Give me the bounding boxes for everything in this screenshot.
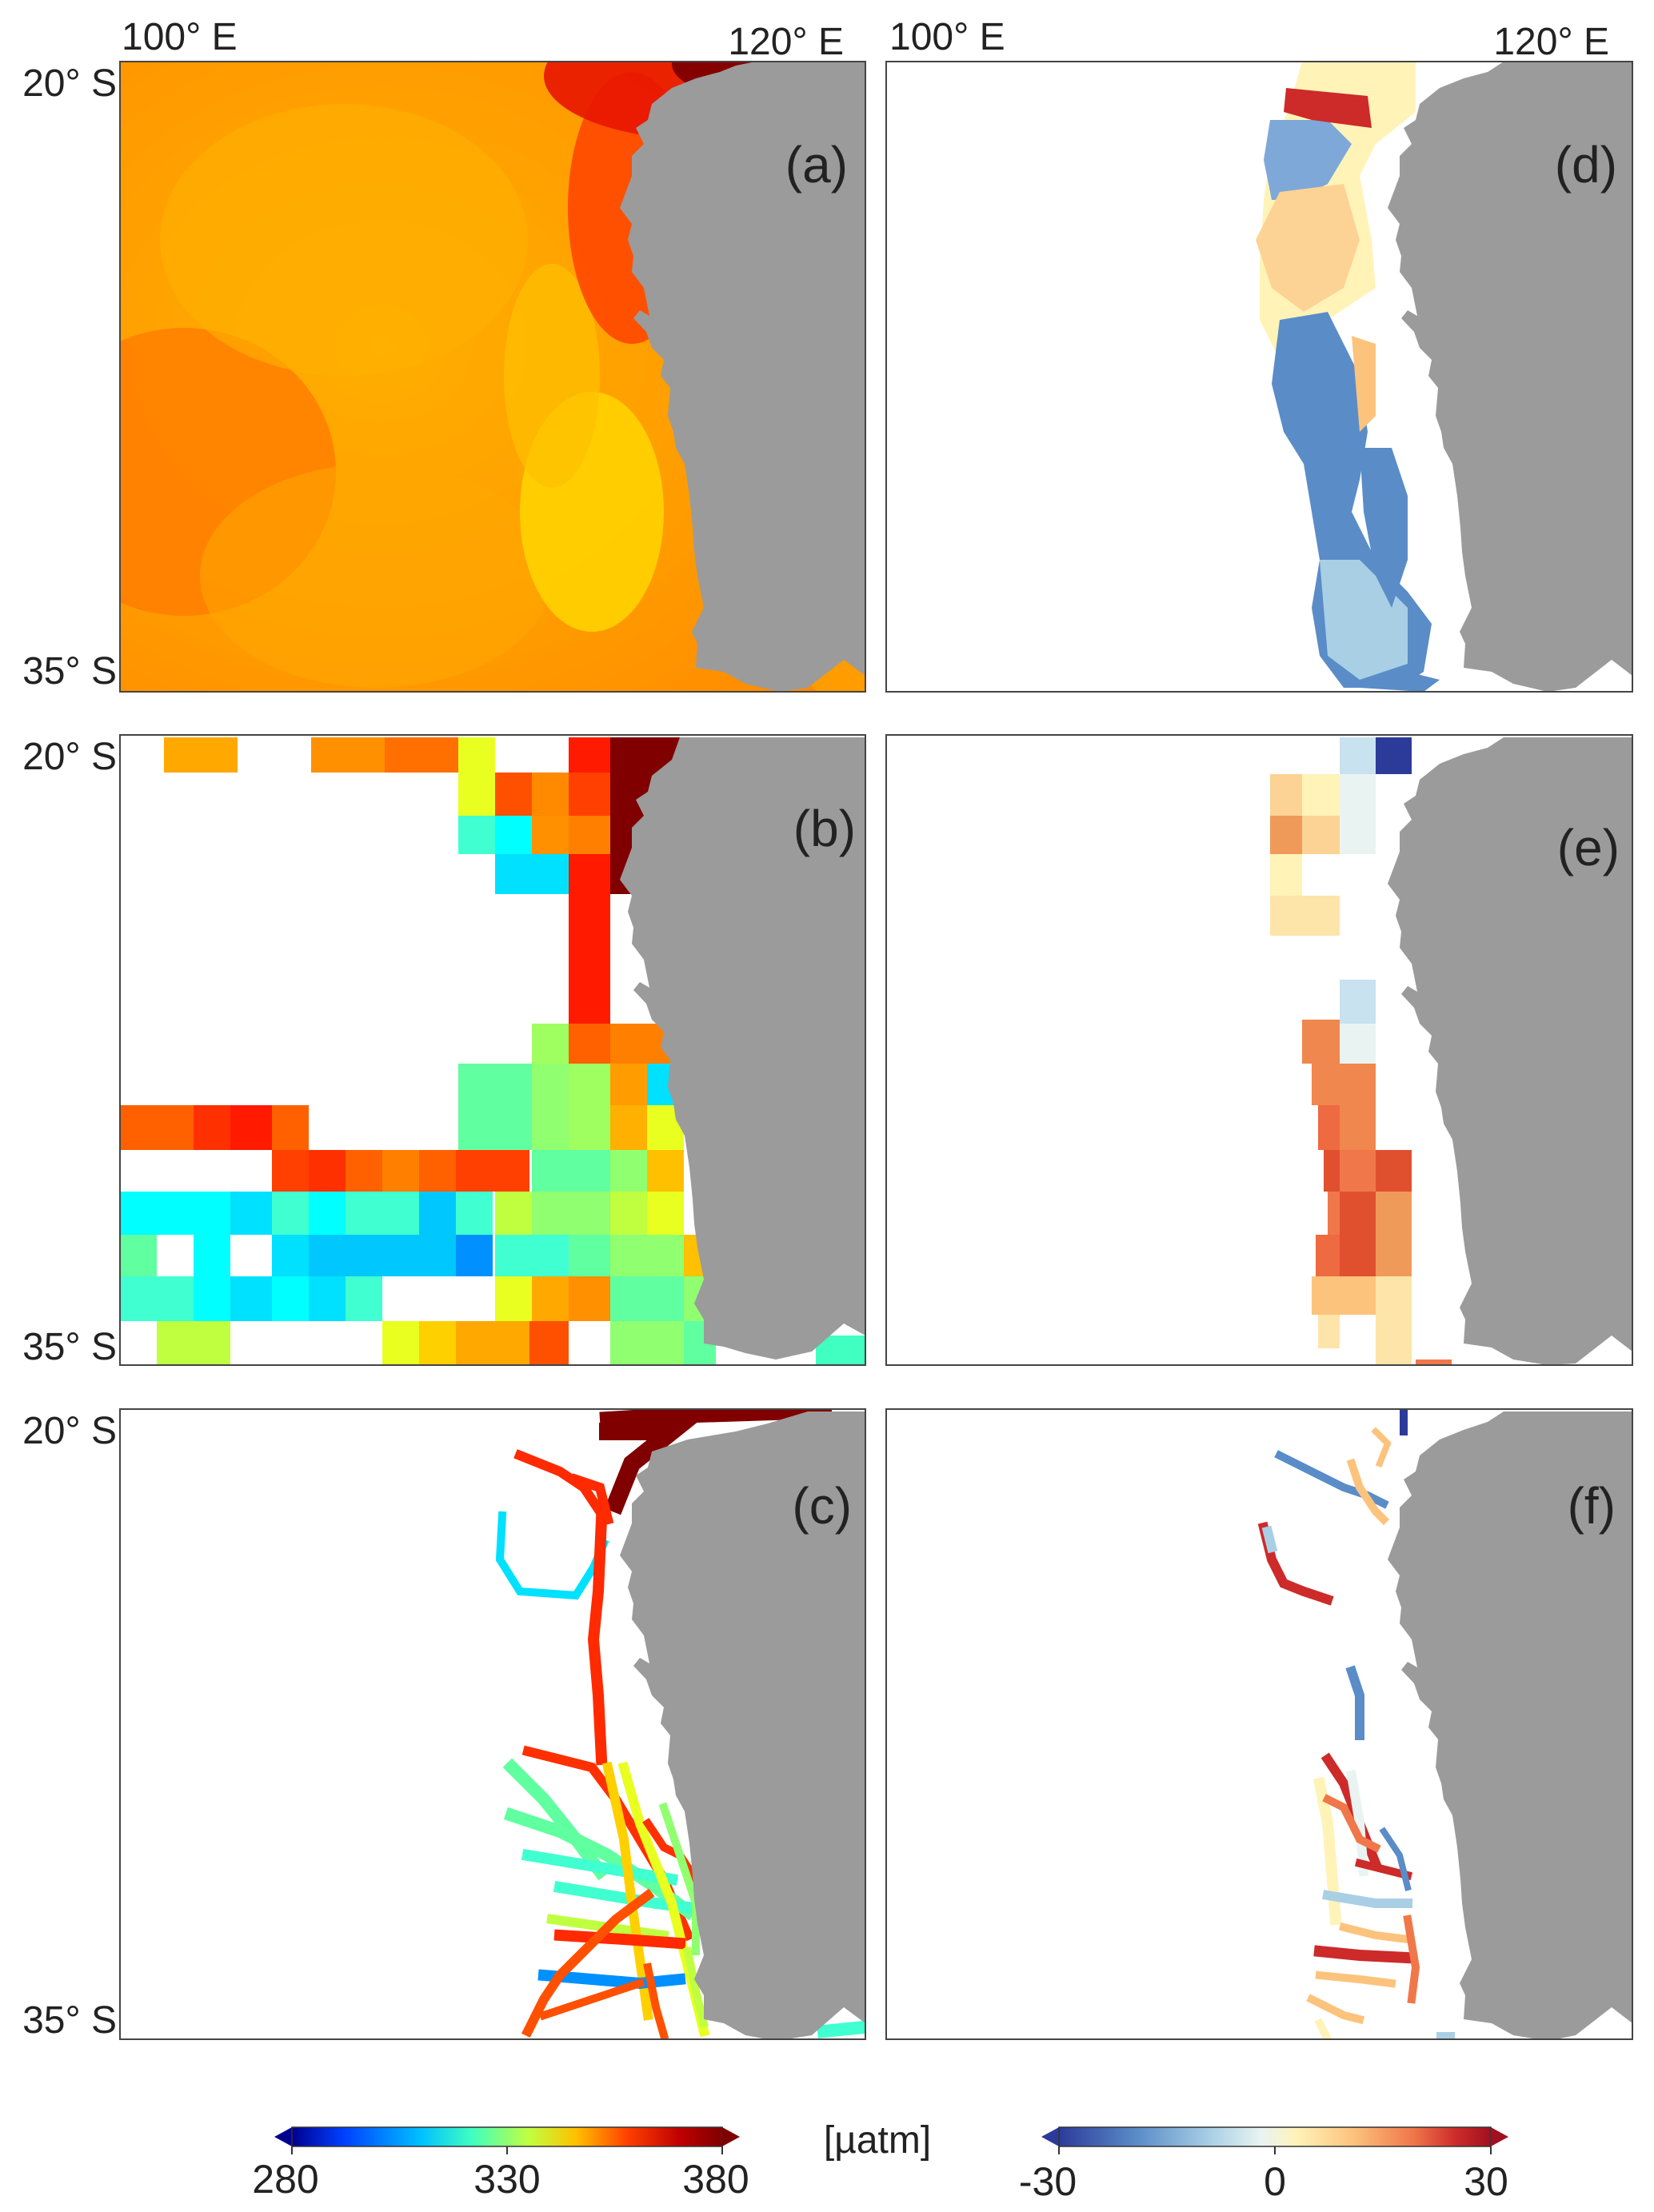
panel-d-field bbox=[1256, 62, 1440, 692]
panel-c: (c) bbox=[119, 1408, 866, 2040]
panel-d-label: (d) bbox=[1555, 136, 1617, 194]
panel-f-label: (f) bbox=[1568, 1477, 1616, 1535]
lat-label-bottom-a: 35° S bbox=[22, 650, 117, 693]
panel-c-tracks bbox=[495, 1409, 865, 2039]
panel-f-tracks bbox=[1257, 1410, 1455, 2039]
colorbar-pco2-tick-min: 280 bbox=[252, 2157, 318, 2202]
panel-e: (e) bbox=[885, 734, 1633, 1366]
panel-a-yellow-tail bbox=[504, 264, 600, 488]
lon-label-right-a: 120° E bbox=[728, 21, 844, 63]
panel-b: (b) bbox=[119, 734, 866, 1366]
panel-a-label: (a) bbox=[785, 136, 848, 194]
panel-f-land bbox=[1388, 1411, 1632, 2039]
colorbar-diff-tick-max: 30 bbox=[1464, 2159, 1508, 2204]
colorbar-pco2-bar bbox=[291, 2126, 723, 2147]
panel-d-land bbox=[1388, 62, 1632, 692]
panel-a-mid-band bbox=[160, 104, 528, 376]
lon-label-right-d: 120° E bbox=[1493, 21, 1609, 63]
lat-label-top-a: 20° S bbox=[22, 62, 117, 105]
lat-label-bottom-b: 35° S bbox=[22, 1326, 117, 1368]
panel-e-cells bbox=[1270, 737, 1452, 1365]
panel-b-land bbox=[620, 737, 865, 1360]
colorbar-unit-label: [µatm] bbox=[824, 2119, 931, 2162]
panel-a-south-band bbox=[200, 464, 552, 688]
panel-a: (a) bbox=[119, 61, 866, 693]
colorbar-diff-high-arrow bbox=[1491, 2127, 1508, 2146]
panel-d: (d) bbox=[885, 61, 1633, 693]
colorbar-pco2-low-arrow bbox=[274, 2127, 292, 2146]
panel-d-frame bbox=[885, 61, 1633, 693]
lon-label-left-a: 100° E bbox=[122, 16, 238, 58]
panel-a-land bbox=[620, 62, 865, 692]
lat-label-top-c: 20° S bbox=[22, 1410, 117, 1452]
lon-label-left-d: 100° E bbox=[889, 16, 1005, 58]
colorbar-pco2: 280 330 380 bbox=[252, 2126, 749, 2202]
panel-c-frame bbox=[119, 1408, 866, 2040]
colorbar-pco2-tick-mid: 330 bbox=[473, 2157, 540, 2202]
panel-f-frame bbox=[885, 1408, 1633, 2040]
colorbar-diff-tick-min: -30 bbox=[1019, 2159, 1077, 2204]
colorbar-diff-tick-mid: 0 bbox=[1264, 2159, 1286, 2204]
lat-label-bottom-c: 35° S bbox=[22, 1999, 117, 2042]
panel-e-frame bbox=[885, 734, 1633, 1366]
panel-b-frame bbox=[119, 734, 866, 1366]
colorbar-diff-low-arrow bbox=[1041, 2127, 1059, 2146]
panel-a-frame bbox=[119, 61, 866, 693]
panel-b-label: (b) bbox=[793, 800, 856, 857]
panel-e-label: (e) bbox=[1557, 819, 1620, 876]
lat-label-top-b: 20° S bbox=[22, 736, 117, 778]
panel-b-cells bbox=[120, 737, 865, 1365]
colorbar-pco2-high-arrow bbox=[722, 2127, 740, 2146]
colorbar-pco2-tick-max: 380 bbox=[682, 2157, 749, 2202]
panel-f: (f) bbox=[885, 1408, 1633, 2040]
panel-e-land bbox=[1388, 737, 1632, 1365]
colorbar-diff-bar bbox=[1058, 2126, 1492, 2147]
panel-c-land bbox=[620, 1411, 865, 2039]
panel-c-label: (c) bbox=[792, 1477, 852, 1535]
colorbar-diff: -30 0 30 bbox=[1019, 2126, 1508, 2204]
